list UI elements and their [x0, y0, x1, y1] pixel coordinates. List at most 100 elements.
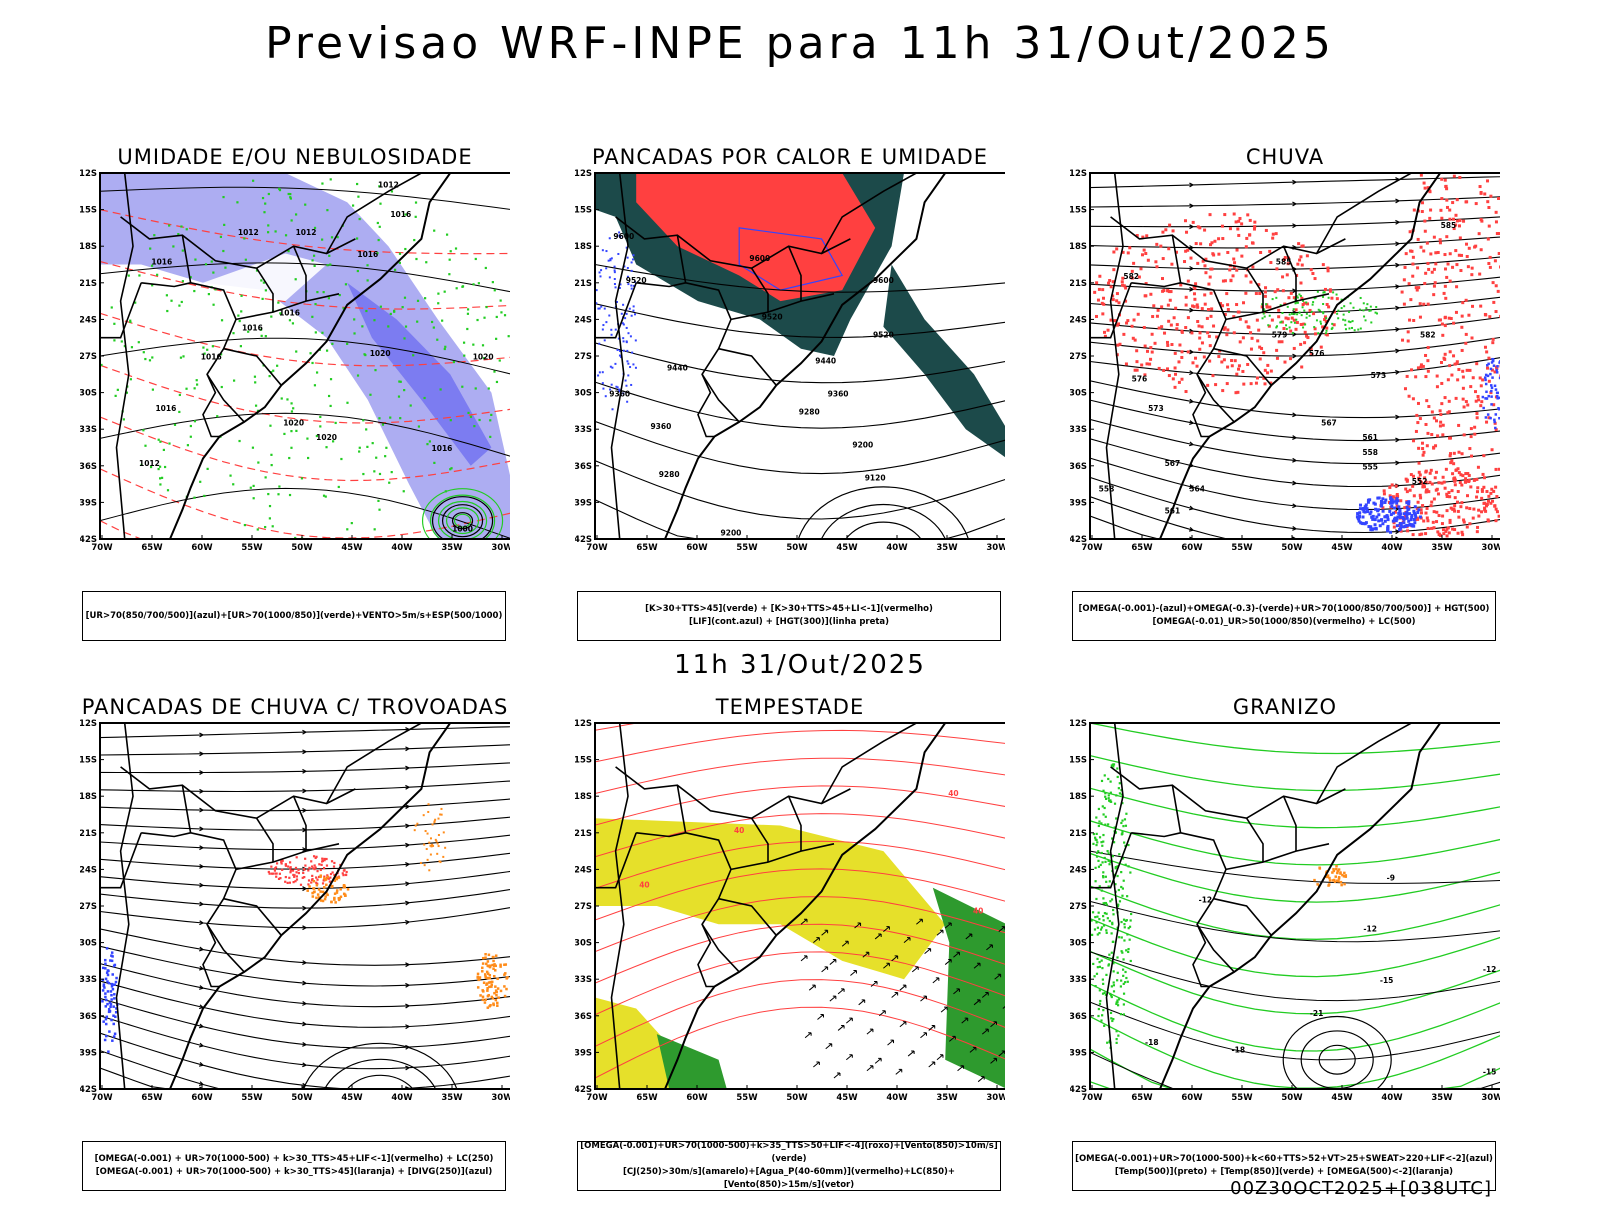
legend-pancadas-calor: [K>30+TTS>45](verde) + [K>30+TTS>45+LI<-… [577, 591, 1001, 641]
precip-cell [1370, 321, 1372, 323]
precip-cell [629, 308, 631, 310]
precip-cell [311, 316, 313, 318]
precip-cell [138, 274, 140, 276]
precip-cell [1217, 355, 1220, 358]
contour-label: 40 [973, 906, 983, 915]
precip-cell [270, 315, 272, 317]
precip-cell [1097, 966, 1099, 968]
precip-cell [1187, 350, 1190, 353]
precip-cell [315, 856, 317, 858]
precip-cell [296, 856, 298, 858]
contour-label: 558 [1099, 484, 1115, 493]
precip-cell [1207, 308, 1210, 311]
precip-cell [438, 834, 440, 836]
precip-cell [1405, 252, 1408, 255]
precip-cell [152, 389, 154, 391]
precip-cell [380, 306, 382, 308]
precip-cell [1305, 335, 1308, 338]
precip-cell [631, 352, 633, 354]
precip-cell [1481, 378, 1484, 381]
precip-cell [1454, 214, 1457, 217]
precip-cell [1448, 209, 1451, 212]
precip-cell [433, 326, 435, 328]
precip-cell [1448, 400, 1451, 403]
precip-cell [1424, 532, 1427, 535]
precip-cell [1422, 365, 1425, 368]
precip-cell [629, 366, 631, 368]
precip-cell [1359, 309, 1361, 311]
precip-cell [1483, 507, 1486, 510]
precip-cell [1237, 220, 1240, 223]
precip-cell [1424, 230, 1427, 233]
precip-cell [1424, 512, 1427, 515]
precip-cell [102, 989, 105, 992]
precip-cell [330, 405, 332, 407]
precip-cell [1293, 308, 1295, 310]
precip-cell [1103, 919, 1105, 921]
precip-cell [174, 424, 176, 426]
state-border [1111, 767, 1346, 818]
precip-cell [1479, 185, 1482, 188]
precip-cell [1091, 934, 1093, 936]
precip-cell [1098, 825, 1100, 827]
precip-cell [1465, 333, 1468, 336]
precip-cell [1143, 326, 1146, 329]
precip-cell [1451, 489, 1454, 492]
precip-cell [1329, 879, 1332, 882]
precip-cell [1399, 512, 1402, 515]
precip-cell [1472, 376, 1475, 379]
precip-cell [107, 974, 110, 977]
precip-cell [1101, 1014, 1103, 1016]
precip-cell [347, 888, 350, 891]
precip-cell [1331, 871, 1334, 874]
precip-cell [1217, 253, 1220, 256]
precip-cell [1118, 343, 1121, 346]
precip-cell [1110, 285, 1113, 288]
precip-cell [149, 247, 151, 249]
precip-cell [199, 481, 201, 483]
precip-cell [1240, 222, 1243, 225]
precip-cell [495, 994, 498, 997]
precip-cell [1475, 412, 1478, 415]
precip-cell [1108, 957, 1110, 959]
precip-cell [1116, 1042, 1118, 1044]
precip-cell [1250, 382, 1253, 385]
precip-cell [1488, 225, 1491, 228]
precip-cell [1181, 331, 1184, 334]
precip-cell [182, 249, 184, 251]
precip-cell [1325, 332, 1327, 334]
precip-cell [1111, 923, 1113, 925]
precip-cell [1492, 338, 1495, 341]
precip-cell [1363, 316, 1365, 318]
precip-cell [264, 203, 266, 205]
lon-label: 60W [686, 1093, 708, 1103]
precip-cell [1498, 468, 1500, 471]
precip-cell [316, 371, 318, 373]
precip-cell [1097, 1015, 1099, 1017]
lat-label: 18S [80, 242, 97, 252]
precip-cell [110, 954, 113, 957]
precip-cell [321, 182, 323, 184]
precip-cell [1130, 919, 1132, 921]
precip-cell [264, 526, 266, 528]
precip-cell [475, 387, 477, 389]
streamline [1090, 197, 1500, 207]
state-border [1214, 899, 1272, 936]
precip-cell [1149, 358, 1152, 361]
precip-cell [1180, 378, 1183, 381]
wind-vector [937, 1055, 943, 1060]
precip-cell [333, 865, 335, 867]
lat-label: 21S [1070, 829, 1087, 839]
precip-cell [111, 983, 114, 986]
precip-cell [111, 306, 113, 308]
precip-cell [499, 359, 501, 361]
precip-cell [1461, 474, 1464, 477]
precip-cell [1132, 262, 1135, 265]
lat-label: 12S [575, 169, 592, 179]
precip-cell [489, 974, 492, 977]
precip-cell [212, 345, 214, 347]
precip-cell [492, 956, 495, 959]
precip-cell [158, 439, 160, 441]
precip-cell [602, 328, 604, 330]
